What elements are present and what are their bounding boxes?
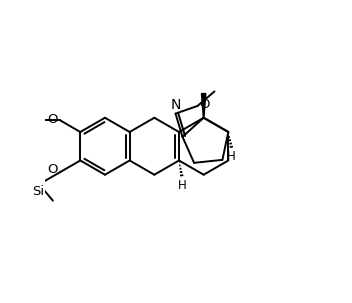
Text: O: O: [48, 113, 58, 126]
Text: O: O: [48, 164, 58, 176]
Text: H: H: [227, 150, 236, 163]
Text: H: H: [178, 179, 186, 192]
Text: O: O: [200, 98, 210, 111]
Polygon shape: [201, 94, 206, 118]
Text: Si: Si: [32, 185, 45, 198]
Text: N: N: [170, 98, 181, 112]
